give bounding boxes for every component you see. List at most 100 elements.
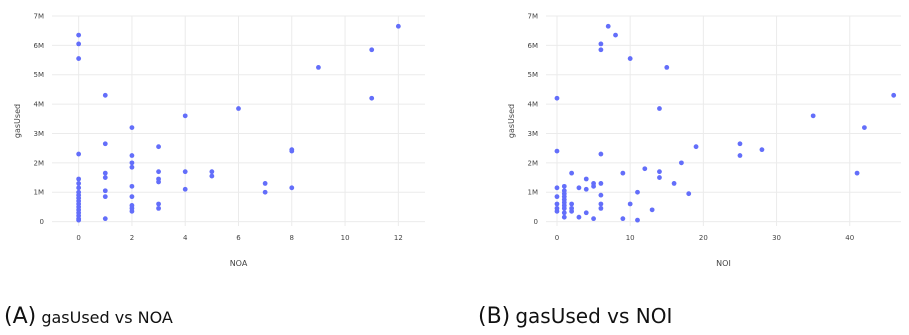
data-point <box>561 205 567 211</box>
y-tick-label: 7M <box>528 13 539 21</box>
data-point <box>316 64 321 70</box>
y-tick-label: 3M <box>34 130 45 138</box>
data-point <box>369 47 375 53</box>
x-tick-label: 30 <box>772 234 781 242</box>
data-point <box>156 169 161 175</box>
data-point <box>129 153 135 158</box>
x-tick-label: 40 <box>845 234 854 242</box>
data-point <box>262 181 268 186</box>
data-point <box>620 216 626 222</box>
x-tick-label: 20 <box>699 234 708 242</box>
data-point <box>102 216 108 222</box>
y-tick-label: 1M <box>34 189 45 197</box>
data-point <box>635 217 640 223</box>
data-point <box>693 144 699 150</box>
y-tick-label: 5M <box>528 71 539 79</box>
data-point <box>576 214 582 220</box>
data-point <box>613 32 618 38</box>
data-point <box>554 148 560 154</box>
x-tick-label: 8 <box>290 234 294 242</box>
data-point <box>129 183 135 189</box>
data-point <box>554 95 560 101</box>
scatter-plot-svg: 0 1M 2M 3M 4M 5M 6M 7M 0 2 4 6 8 10 12 NOA gasUsed <box>13 13 425 268</box>
x-tick-label: 4 <box>183 234 188 242</box>
data-point <box>657 169 662 175</box>
y-tick-label: 6M <box>528 42 539 50</box>
data-point <box>262 189 268 195</box>
data-point <box>76 32 82 38</box>
data-point <box>129 160 135 166</box>
data-point <box>554 201 560 207</box>
data-point <box>627 56 633 61</box>
data-point <box>664 64 670 70</box>
scatter-plot-svg: 0 1M 2M 3M 4M 5M 6M 7M 0 10 20 30 40 NOI gasUsed <box>507 13 901 268</box>
data-point <box>576 185 582 191</box>
x-tick-label: 10 <box>341 234 350 242</box>
data-point <box>102 92 108 98</box>
x-tick-label: 6 <box>236 234 241 242</box>
data-point <box>76 41 82 47</box>
x-tick-label: 12 <box>394 234 403 242</box>
data-point <box>129 194 135 200</box>
data-point <box>156 205 161 211</box>
data-point <box>569 201 575 207</box>
y-tick-label: 2M <box>34 159 45 167</box>
data-point <box>598 192 604 198</box>
data-point <box>759 147 765 153</box>
data-point <box>76 181 82 186</box>
data-point <box>642 166 648 172</box>
data-point <box>598 201 604 207</box>
data-point <box>686 191 692 197</box>
caption-a: (A) gasUsed vs NOA <box>4 304 173 329</box>
data-point <box>591 216 596 222</box>
data-point <box>209 173 215 179</box>
data-point <box>583 186 589 192</box>
data-point <box>561 183 567 189</box>
y-tick-label: 1M <box>528 189 539 197</box>
y-tick-label: 3M <box>528 130 539 138</box>
scatter-chart-noa: 0 1M 2M 3M 4M 5M 6M 7M 0 2 4 6 8 10 12 NOA gasUsed <box>0 0 440 285</box>
y-tick-label: 0 <box>40 218 44 226</box>
data-point <box>598 151 604 157</box>
data-point <box>129 164 135 170</box>
x-axis-title: NOA <box>230 259 248 268</box>
data-point <box>369 95 375 101</box>
y-tick-label: 4M <box>34 101 45 109</box>
data-point <box>554 194 560 200</box>
data-point <box>102 141 108 147</box>
data-point <box>891 92 897 98</box>
data-point <box>289 185 295 191</box>
data-point <box>102 194 108 200</box>
data-point <box>561 210 567 216</box>
data-point <box>737 153 743 158</box>
data-point <box>102 175 108 180</box>
data-point <box>649 207 655 213</box>
x-tick-label: 10 <box>626 234 635 242</box>
y-tick-label: 5M <box>34 71 45 79</box>
data-point <box>156 144 161 150</box>
caption-a-label: (A) <box>4 304 37 329</box>
y-tick-label: 2M <box>528 159 539 167</box>
caption-b-text: gasUsed vs NOI <box>515 304 673 328</box>
caption-a-text: gasUsed vs NOA <box>41 308 173 327</box>
data-point <box>737 141 743 147</box>
data-point <box>156 179 161 185</box>
x-tick-label: 0 <box>555 234 559 242</box>
caption-b: (B) gasUsed vs NOI <box>478 304 672 329</box>
x-tick-label: 0 <box>76 234 80 242</box>
data-point <box>182 169 188 175</box>
data-point <box>657 106 662 111</box>
data-point <box>76 217 82 223</box>
data-point <box>862 125 867 131</box>
data-point <box>102 170 108 176</box>
data-point <box>657 175 662 180</box>
data-point <box>554 208 560 214</box>
x-axis-title: NOI <box>716 259 731 268</box>
data-point <box>569 208 575 214</box>
data-point <box>209 169 215 175</box>
data-point <box>635 189 640 195</box>
x-tick-label: 2 <box>130 234 134 242</box>
data-point <box>854 170 860 176</box>
data-point <box>569 170 575 176</box>
y-tick-label: 0 <box>534 218 538 226</box>
